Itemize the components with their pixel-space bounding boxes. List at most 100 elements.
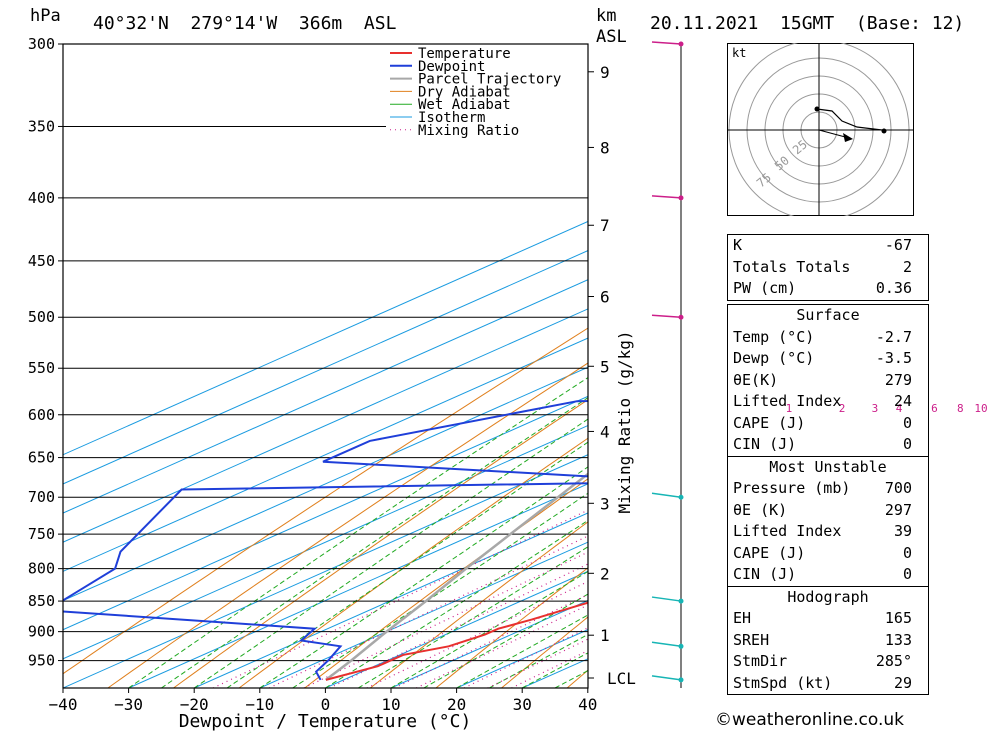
dewpoint-line: [63, 399, 588, 681]
km-tick-label: 5: [600, 357, 610, 376]
surface-row: CIN (J) 0: [733, 435, 912, 453]
mixing-ratio-line: [303, 551, 588, 688]
mixing-ratio-line: [329, 563, 588, 688]
isotherm-line: [63, 279, 588, 514]
index-row-k: K -67: [733, 236, 912, 254]
pressure-tick-label: 300: [28, 35, 55, 53]
wet-adiabat-line: [456, 614, 588, 688]
surface-row: θE(K) 279: [733, 370, 912, 389]
most-unstable-title: Most Unstable: [728, 455, 928, 479]
surface-row: Lifted Index 24: [733, 392, 912, 410]
plot-frame: [62, 43, 589, 689]
km-tick-label: 2: [600, 564, 610, 583]
mu-row: Pressure (mb) 700: [733, 479, 912, 497]
legend-label: Wet Adiabat: [418, 97, 511, 113]
wet-adiabat-line: [259, 466, 588, 688]
temperature-line: [325, 601, 588, 681]
surface-table: Surface Temp (°C) -2.7 Dewp (°C) -3.5 θE(K…: [727, 304, 929, 695]
isotherm-line: [63, 250, 588, 485]
mixing-ratio-label: 2: [839, 402, 846, 415]
hodograph-title: Hodograph: [728, 585, 928, 609]
pressure-tick-label: 400: [28, 189, 55, 207]
surface-title: Surface: [796, 306, 860, 324]
location-title: 40°32'N 279°14'W 366m ASL: [93, 13, 397, 34]
hodo-row: StmSpd (kt) 29: [733, 673, 912, 692]
dry-adiabat-line: [435, 567, 588, 688]
wind-barb-icon: [651, 41, 682, 45]
pressure-tick-label: 850: [28, 592, 55, 610]
isotherm-line: [63, 454, 588, 688]
wind-barb-icon: [651, 596, 682, 602]
storm-motion-arrowhead: [843, 133, 853, 142]
temperature-tick-label: −10: [245, 695, 274, 714]
isotherm-line: [63, 366, 588, 602]
mixing-ratio-label: 4: [896, 402, 903, 415]
temperature-tick-label: 30: [513, 695, 532, 714]
temperature-tick-label: 40: [578, 695, 597, 714]
isotherm-line: [63, 395, 588, 631]
temperature-tick-label: 10: [381, 695, 400, 714]
wind-barb-icon: [651, 492, 682, 498]
pressure-tick-label: 900: [28, 623, 55, 641]
pressure-unit-label: hPa: [30, 6, 61, 26]
mixing-ratio-label: 8: [957, 402, 964, 415]
legend-box: [386, 46, 590, 138]
legend-label: Dry Adiabat: [418, 84, 511, 100]
temperature-tick-label: 0: [321, 695, 331, 714]
hodograph-point: [814, 106, 820, 112]
index-row-totals: Totals Totals 2: [733, 257, 912, 276]
km-tick-label: 8: [600, 138, 610, 157]
mu-row: CIN (J) 0: [733, 565, 912, 583]
pressure-tick-label: 550: [28, 359, 55, 377]
pressure-tick-label: 500: [28, 308, 55, 326]
pressure-tick-label: 450: [28, 252, 55, 270]
hodo-row: SREH 133: [733, 630, 912, 649]
mixing-ratio-label: 3: [872, 402, 879, 415]
mu-row: Lifted Index 39: [733, 522, 912, 540]
temperature-tick-label: 20: [447, 695, 466, 714]
lcl-label: LCL: [607, 669, 636, 688]
wind-barb-icon: [651, 675, 682, 681]
surface-row: Dewp (°C) -3.5: [733, 349, 912, 367]
hodo-row: StmDir 285°: [733, 652, 912, 670]
isotherm-line: [325, 570, 588, 688]
surface-row: CAPE (J) 0: [733, 413, 912, 432]
isotherm-line: [63, 337, 588, 572]
asl-label: ASL: [596, 27, 627, 47]
temperature-tick-label: −30: [114, 695, 143, 714]
legend-label: Mixing Ratio: [418, 123, 519, 139]
mixing-ratio-label: 1: [786, 402, 793, 415]
credit-link[interactable]: ©weatheronline.co.uk: [715, 710, 905, 730]
mixing-ratio-line: [268, 535, 588, 688]
index-row-pw: PW (cm) 0.36: [733, 279, 912, 297]
parcel-trajectory-line: [325, 472, 588, 681]
km-tick-label: 1: [600, 626, 610, 645]
pressure-tick-label: 800: [28, 560, 55, 578]
legend-label: Dewpoint: [418, 59, 485, 75]
dry-adiabat-line: [304, 478, 588, 688]
pressure-tick-label: 600: [28, 406, 55, 424]
km-tick-label: 6: [600, 288, 610, 307]
km-label: km: [596, 6, 617, 26]
wet-adiabat-line: [292, 492, 588, 688]
mixing-ratio-label: 6: [931, 402, 938, 415]
dry-adiabat-line: [961, 44, 1000, 688]
datetime-title: 20.11.2021 15GMT (Base: 12): [650, 13, 965, 34]
wind-barb-icon: [651, 195, 682, 199]
km-tick-label: 4: [600, 422, 610, 441]
mixing-ratio-label: 10: [974, 402, 987, 415]
wet-adiabat-line: [390, 570, 588, 688]
pressure-tick-label: 750: [28, 525, 55, 543]
wind-barb-icon: [651, 641, 682, 648]
hodograph-point: [881, 128, 887, 134]
km-tick-label: 9: [600, 63, 610, 82]
mu-row: θE (K) 297: [733, 500, 912, 519]
isotherm-line: [63, 308, 588, 543]
dry-adiabat-line: [369, 521, 588, 688]
pressure-tick-label: 950: [28, 652, 55, 670]
temperature-tick-label: −20: [180, 695, 209, 714]
km-tick-label: 7: [600, 216, 610, 235]
